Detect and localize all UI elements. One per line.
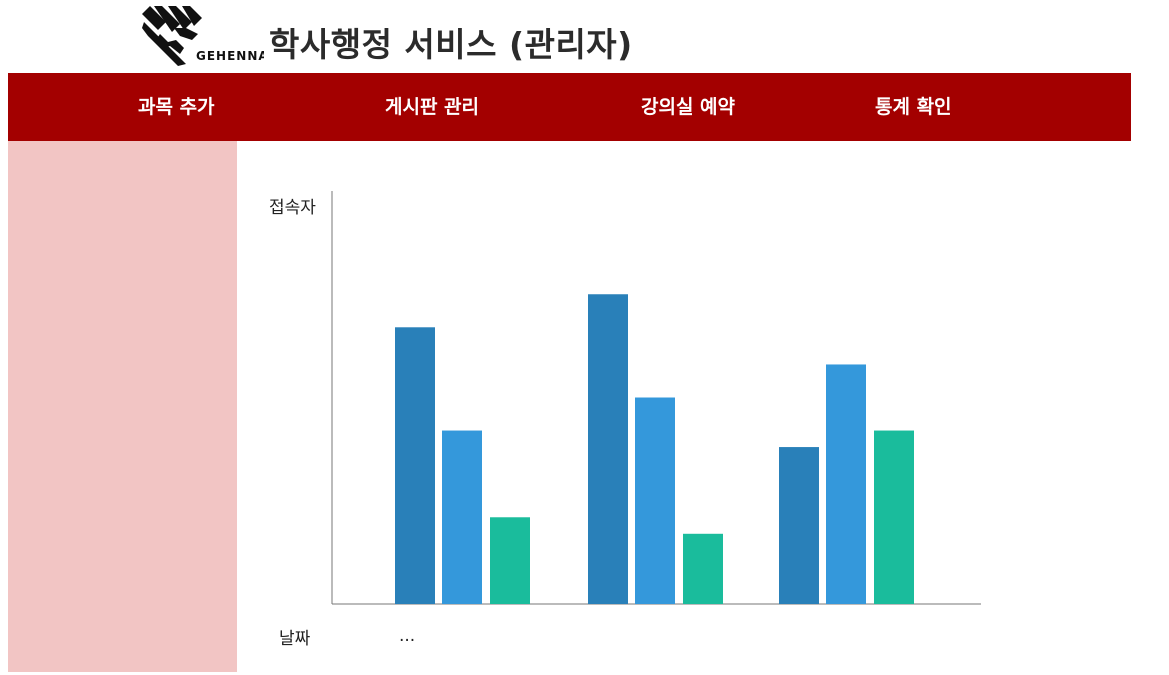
bar-group3-series1 — [779, 447, 819, 604]
bar-group1-series3 — [490, 517, 530, 604]
top-nav: 과목 추가 게시판 관리 강의실 예약 통계 확인 — [8, 73, 1131, 141]
chart-canvas — [331, 191, 981, 605]
bar-group2-series1 — [588, 294, 628, 604]
bar-group2-series2 — [635, 397, 675, 604]
bar-group1-series2 — [442, 430, 482, 604]
logo-emblem-icon: GEHENNA — [142, 6, 268, 66]
svg-text:GEHENNA: GEHENNA — [196, 49, 264, 63]
sidebar — [8, 141, 237, 672]
nav-item-room-reservation[interactable]: 강의실 예약 — [641, 96, 736, 118]
header: GEHENNA 학사행정 서비스 (관리자) — [0, 0, 1169, 72]
x-axis-label: 날짜 — [279, 629, 311, 649]
bar-group3-series3 — [874, 430, 914, 604]
bar-group3-series2 — [826, 364, 866, 604]
statistics-chart: 접속자 날짜 ... — [237, 141, 1131, 675]
gehenna-logo[interactable]: GEHENNA — [140, 4, 268, 68]
nav-item-board-management[interactable]: 게시판 관리 — [385, 96, 480, 118]
nav-item-add-course[interactable]: 과목 추가 — [138, 96, 215, 118]
bar-group2-series3 — [683, 533, 723, 604]
y-axis-label: 접속자 — [269, 198, 316, 218]
bar-group1-series1 — [395, 327, 435, 604]
page-title: 학사행정 서비스 (관리자) — [269, 25, 633, 64]
x-tick-label: ... — [399, 626, 416, 646]
nav-item-statistics[interactable]: 통계 확인 — [875, 96, 952, 118]
